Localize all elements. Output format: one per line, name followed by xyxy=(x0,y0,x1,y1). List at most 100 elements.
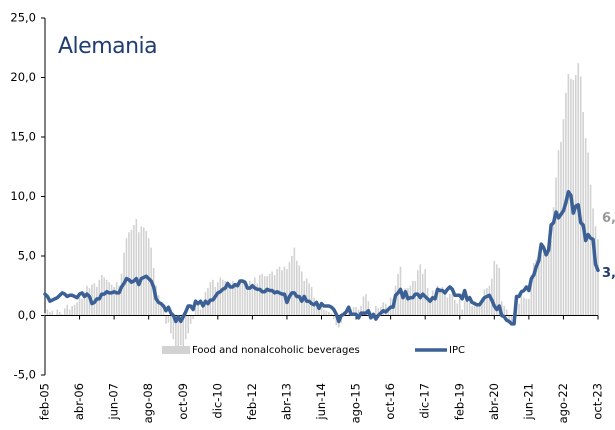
bar xyxy=(510,315,513,324)
bar xyxy=(172,315,175,340)
bar xyxy=(355,307,357,316)
bar xyxy=(231,280,234,316)
bar xyxy=(414,280,417,316)
bar xyxy=(258,275,261,316)
bar xyxy=(584,138,587,316)
bar xyxy=(76,302,78,316)
bar xyxy=(365,294,367,316)
bar xyxy=(246,289,249,316)
bar xyxy=(520,294,523,316)
bar xyxy=(313,297,315,316)
bar xyxy=(125,238,128,316)
bar xyxy=(145,231,148,316)
chart-title: Alemania xyxy=(58,34,157,59)
bar xyxy=(468,298,471,316)
bar xyxy=(266,276,268,316)
legend-label: Food and nonalcoholic beverages xyxy=(192,345,360,356)
bar xyxy=(574,75,577,316)
bar xyxy=(217,282,219,316)
bar xyxy=(263,276,266,316)
bar xyxy=(466,297,468,316)
bar xyxy=(325,310,328,316)
legend-swatch xyxy=(162,346,190,354)
x-tick-label: abr-06 xyxy=(72,383,86,420)
bar xyxy=(130,229,133,316)
bar xyxy=(128,232,130,316)
bar xyxy=(105,279,108,316)
bar xyxy=(572,79,575,316)
bar xyxy=(110,284,113,316)
bar xyxy=(488,285,491,316)
bar xyxy=(86,285,88,316)
bar xyxy=(315,303,318,316)
bar xyxy=(352,307,355,316)
x-tick-label: jun-14 xyxy=(314,383,328,421)
bar xyxy=(88,288,91,316)
bar xyxy=(542,246,545,316)
bar xyxy=(305,278,308,316)
bar xyxy=(175,315,177,347)
bar xyxy=(357,309,360,316)
bar xyxy=(165,315,167,324)
y-tick-label: -5,0 xyxy=(14,368,36,382)
bar xyxy=(66,304,69,316)
bar xyxy=(261,273,264,316)
bar xyxy=(182,315,185,351)
bar xyxy=(441,286,444,316)
bar xyxy=(328,311,330,316)
bar xyxy=(377,308,380,316)
bar xyxy=(199,309,202,316)
bar xyxy=(81,298,83,316)
bar xyxy=(184,315,187,340)
bar xyxy=(481,297,483,316)
x-tick-label: abr-13 xyxy=(279,383,293,420)
bar xyxy=(528,298,530,316)
bar xyxy=(404,288,407,316)
bar xyxy=(518,303,520,316)
bar xyxy=(439,288,441,316)
bar xyxy=(579,76,582,316)
bar xyxy=(138,232,140,316)
bar xyxy=(360,305,362,316)
bar xyxy=(540,254,543,316)
bar xyxy=(103,277,106,316)
bar xyxy=(229,283,231,316)
bar xyxy=(582,112,584,316)
y-tick-label: 20,0 xyxy=(10,70,36,84)
bar xyxy=(552,207,555,316)
bar xyxy=(454,300,456,316)
bar xyxy=(61,314,64,316)
bar xyxy=(244,283,246,316)
bar xyxy=(300,271,303,316)
bar xyxy=(120,273,123,316)
bar xyxy=(471,305,473,316)
bar xyxy=(59,311,61,316)
x-tick-label: abr-20 xyxy=(487,383,501,420)
y-tick-label: 25,0 xyxy=(10,11,36,25)
bar xyxy=(226,283,229,316)
bar xyxy=(545,256,547,316)
bar xyxy=(547,246,550,316)
bar xyxy=(187,315,189,334)
bar xyxy=(254,277,256,316)
bar xyxy=(271,271,273,316)
bar xyxy=(456,303,459,316)
bar xyxy=(286,269,288,316)
bar xyxy=(49,311,51,316)
bar xyxy=(577,63,580,316)
bar xyxy=(167,315,170,323)
bar xyxy=(192,315,194,320)
bar xyxy=(162,309,165,316)
bar xyxy=(486,288,488,316)
bar xyxy=(426,288,429,316)
x-tick-label: dic-17 xyxy=(418,383,432,419)
bar xyxy=(473,301,476,316)
data-label: 3,8 xyxy=(602,266,615,281)
bar xyxy=(562,119,565,316)
bar xyxy=(249,280,251,316)
y-tick-label: 5,0 xyxy=(18,249,36,263)
bar xyxy=(333,315,335,320)
bar xyxy=(56,309,59,316)
bar xyxy=(78,297,81,316)
y-tick-label: 0,0 xyxy=(18,308,36,322)
